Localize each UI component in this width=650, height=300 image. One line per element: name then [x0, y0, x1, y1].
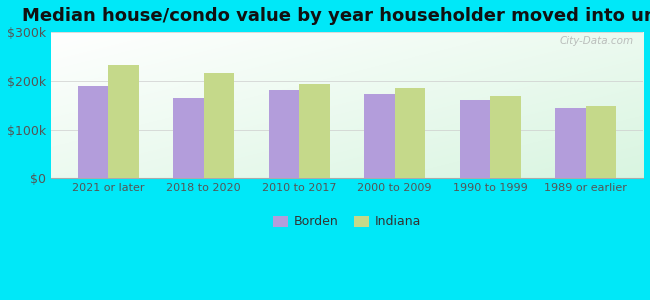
Bar	[203, 74, 234, 178]
Text: City-Data.com: City-Data.com	[560, 36, 634, 46]
Bar	[299, 84, 330, 178]
Bar	[460, 100, 490, 178]
Title: Median house/condo value by year householder moved into unit: Median house/condo value by year househo…	[22, 7, 650, 25]
Bar	[555, 108, 586, 178]
Bar	[109, 65, 139, 178]
Bar	[77, 86, 109, 178]
Bar	[364, 94, 395, 178]
Legend: Borden, Indiana: Borden, Indiana	[268, 211, 426, 233]
Bar	[490, 96, 521, 178]
Bar	[586, 106, 616, 178]
Bar	[395, 88, 425, 178]
Bar	[173, 98, 203, 178]
Bar	[268, 90, 299, 178]
